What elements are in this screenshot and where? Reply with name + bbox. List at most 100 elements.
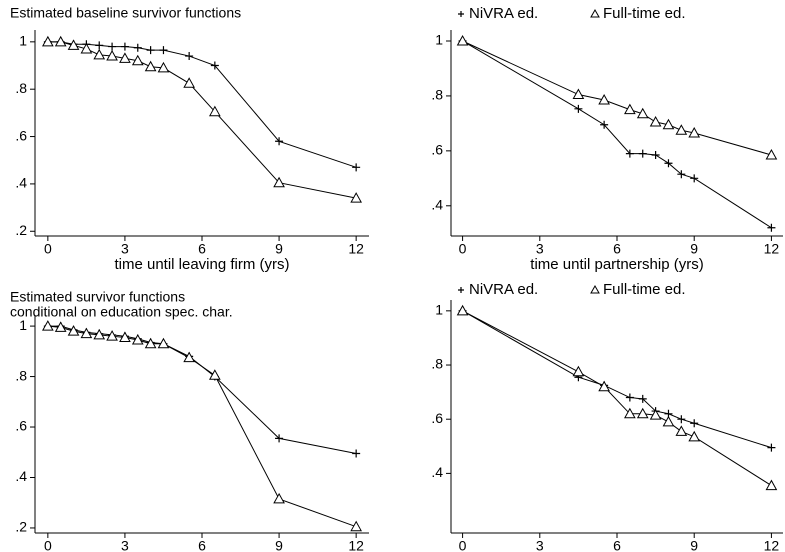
triangle-marker (649, 409, 662, 420)
y-tick-label: .8 (15, 367, 27, 383)
x-axis-title: time until leaving firm (yrs) (114, 256, 289, 273)
series-line (47, 325, 357, 528)
triangle-marker (273, 176, 285, 188)
plus-marker (185, 52, 194, 61)
series-line (462, 310, 772, 487)
triangle-marker (572, 365, 585, 377)
x-tick-label: 0 (459, 241, 467, 257)
plus-marker (638, 394, 647, 403)
x-tick-label: 12 (348, 241, 364, 257)
triangle-marker (54, 35, 67, 47)
plus-marker (275, 137, 284, 146)
triangle-marker (624, 103, 636, 115)
x-tick-label: 9 (690, 241, 698, 257)
triangle-marker (598, 380, 610, 392)
triangle-marker (183, 77, 196, 88)
triangle-marker (350, 520, 363, 532)
y-tick-label: .4 (431, 196, 443, 212)
plus-marker (677, 415, 686, 424)
y-tick-label: 1 (435, 302, 443, 318)
plus-marker (133, 43, 142, 52)
y-tick-label: .8 (431, 356, 443, 372)
triangle-marker (456, 304, 469, 316)
plus-marker (458, 11, 464, 17)
triangle-marker (106, 50, 118, 61)
chart-title: Estimated survivor functions (10, 289, 185, 305)
series-line (47, 325, 357, 455)
plus-marker (767, 223, 776, 232)
triangle-marker (131, 54, 144, 66)
triangle-marker (93, 328, 106, 340)
x-tick-label: 12 (764, 538, 780, 552)
triangle-marker (662, 118, 675, 130)
triangle-marker (649, 115, 662, 127)
x-tick-label: 12 (764, 241, 780, 257)
plus-marker (120, 42, 129, 51)
triangle-marker (157, 61, 170, 73)
triangle-marker (67, 39, 80, 50)
plus-marker (638, 149, 647, 158)
legend-label: NiVRA ed. (469, 5, 538, 22)
x-tick-label: 6 (613, 538, 621, 552)
plus-marker (690, 174, 699, 183)
y-tick-label: .2 (15, 519, 27, 535)
triangle-marker (106, 330, 118, 341)
triangle-marker (80, 42, 93, 54)
x-tick-label: 9 (275, 241, 283, 257)
triangle-marker (131, 333, 144, 345)
triangle-marker (208, 105, 221, 117)
triangle-marker (765, 479, 778, 491)
plus-marker (651, 150, 660, 159)
x-tick-label: 9 (275, 538, 283, 552)
y-tick-label: .8 (15, 80, 27, 96)
plus-marker (690, 419, 699, 428)
triangle-marker (598, 94, 610, 105)
triangle-marker (93, 48, 106, 60)
chart-title: conditional on education spec. char. (10, 304, 233, 320)
y-tick-label: .2 (15, 222, 27, 238)
triangle-marker (208, 369, 221, 380)
y-tick-label: .6 (431, 142, 443, 158)
x-tick-label: 0 (459, 538, 467, 552)
triangle-marker (688, 126, 701, 138)
x-tick-label: 6 (198, 241, 206, 257)
x-tick-label: 0 (44, 241, 52, 257)
triangle-marker (636, 407, 649, 419)
y-tick-label: .6 (15, 418, 27, 434)
y-tick-label: .6 (431, 410, 443, 426)
series-line (462, 310, 772, 449)
plus-marker (159, 46, 168, 55)
plus-marker (458, 287, 464, 293)
plus-marker (574, 104, 583, 113)
x-tick-label: 3 (121, 241, 129, 257)
panel: .2 .4 .6 .8 1 0 3 6 9 12 time until leaving firm (… (10, 5, 369, 273)
triangle-marker (456, 34, 469, 46)
y-tick-label: .4 (15, 468, 27, 484)
y-tick-label: .4 (15, 175, 27, 191)
triangle-marker (688, 430, 701, 442)
series-line (47, 41, 357, 168)
x-tick-label: 9 (690, 538, 698, 552)
triangle-marker (636, 107, 649, 119)
plus-marker (767, 443, 776, 452)
triangle-marker (157, 337, 170, 349)
legend-label: Full-time ed. (603, 281, 686, 298)
triangle-marker (572, 88, 585, 100)
y-tick-label: 1 (19, 33, 27, 49)
plus-marker (95, 41, 104, 50)
plus-marker (352, 449, 361, 458)
triangle-marker (67, 325, 80, 336)
triangle-marker (54, 321, 67, 332)
plus-marker (625, 393, 634, 402)
triangle-marker (119, 52, 131, 63)
x-tick-label: 12 (348, 538, 364, 552)
triangle-marker (662, 415, 675, 427)
y-tick-label: 1 (19, 317, 27, 333)
y-tick-label: .4 (431, 464, 443, 480)
triangle-marker (119, 331, 131, 342)
plus-marker (352, 163, 361, 172)
plus-marker (108, 42, 117, 51)
y-tick-label: .6 (15, 127, 27, 143)
